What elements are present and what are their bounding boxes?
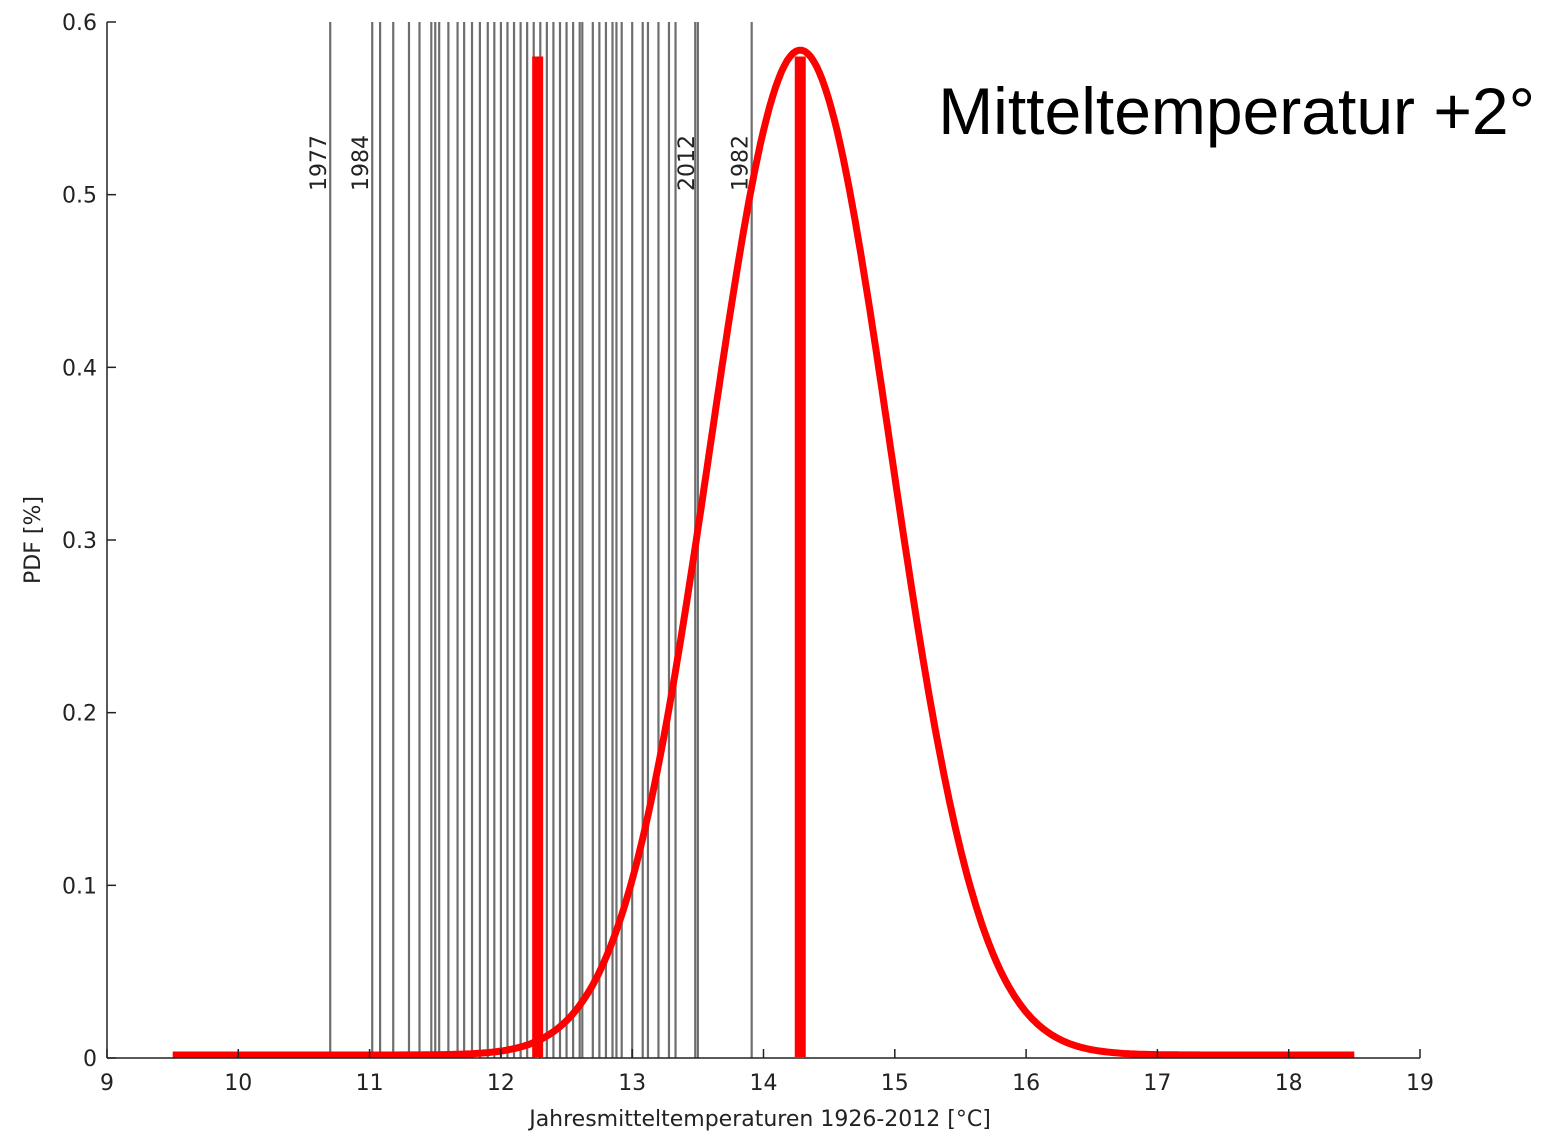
y-tick-label-0.6: 0.6: [62, 11, 97, 36]
y-tick-label-0.2: 0.2: [62, 702, 97, 727]
y-tick-label-0.1: 0.1: [62, 874, 97, 899]
chart-annotation: Mitteltemperatur +2°: [938, 74, 1535, 148]
observation-label-1977: 1977: [307, 135, 332, 191]
observation-year-labels: 1977 1984 2012 1982: [307, 135, 753, 191]
mean-markers: [532, 56, 806, 1057]
observation-label-1984: 1984: [349, 135, 374, 191]
x-tick-label-16: 16: [1012, 1071, 1040, 1096]
x-tick-label-11: 11: [356, 1071, 384, 1096]
x-tick-label-13: 13: [618, 1071, 646, 1096]
x-tick-label-14: 14: [750, 1071, 778, 1096]
x-tick-label-9: 9: [100, 1071, 114, 1096]
axes: [106, 22, 1420, 1059]
x-tick-label-15: 15: [881, 1071, 909, 1096]
x-tick-label-17: 17: [1143, 1071, 1171, 1096]
y-axis-label: PDF [%]: [21, 496, 46, 584]
x-axis-label: Jahresmitteltemperaturen 1926-2012 [°C]: [527, 1107, 991, 1132]
x-tick-label-18: 18: [1275, 1071, 1303, 1096]
y-tick-label-0.5: 0.5: [62, 184, 97, 209]
x-axis-ticks: 9 10 11 12 13 14 15 16 17 18 19: [100, 1049, 1434, 1096]
x-tick-label-10: 10: [224, 1071, 252, 1096]
y-tick-label-0.4: 0.4: [62, 356, 97, 381]
y-tick-label-0.3: 0.3: [62, 529, 97, 554]
y-axis-ticks: 0 0.1 0.2 0.3 0.4 0.5 0.6: [62, 11, 116, 1072]
y-tick-label-0: 0: [83, 1047, 97, 1072]
observation-label-2012: 2012: [675, 135, 700, 191]
pdf-curve: [172, 46, 1355, 1059]
x-tick-label-12: 12: [487, 1071, 515, 1096]
x-tick-label-19: 19: [1406, 1071, 1434, 1096]
